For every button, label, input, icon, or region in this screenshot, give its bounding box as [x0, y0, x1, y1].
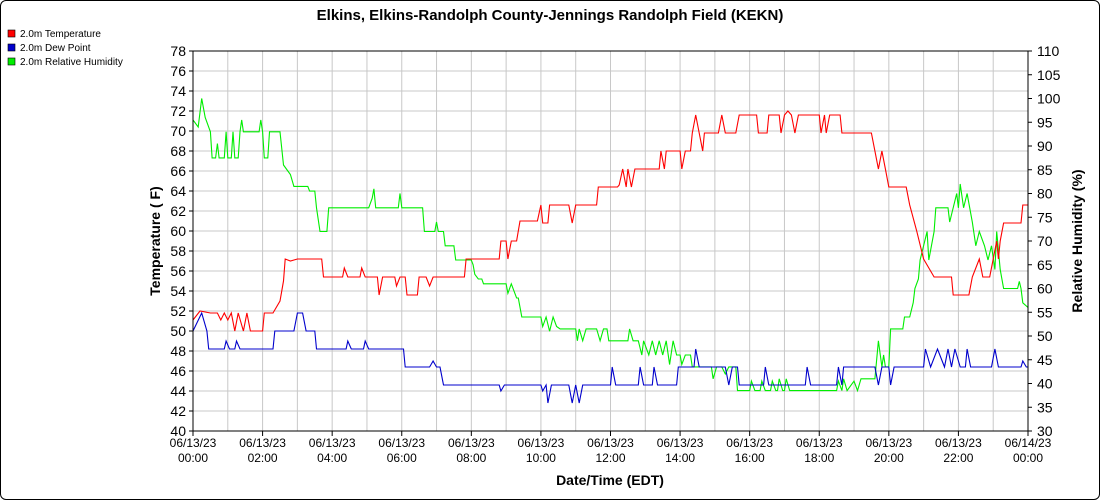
y-tick-label: 76 [170, 63, 186, 79]
x-tick-date: 06/13/23 [170, 436, 217, 450]
y-tick-label: 40 [170, 423, 186, 439]
y2-tick-label: 100 [1037, 91, 1061, 107]
x-tick-time: 00:00 [1013, 451, 1043, 465]
y-tick-label: 52 [170, 303, 186, 319]
x-tick-time: 00:00 [178, 451, 208, 465]
y2-tick-label: 35 [1037, 399, 1053, 415]
right-axis-ticks: 30 35 40 45 50 55 60 65 70 75 80 85 90 95 100 105 110 [1028, 43, 1061, 439]
y2-axis-title: Relative Humidity (%) [1069, 169, 1085, 312]
x-tick-time: 20:00 [874, 451, 904, 465]
y-tick-label: 48 [170, 343, 186, 359]
x-tick-time: 08:00 [456, 451, 486, 465]
x-tick-date: 06/13/23 [796, 436, 843, 450]
y-tick-label: 64 [170, 183, 186, 199]
x-tick-date: 06/13/23 [448, 436, 495, 450]
y2-tick-label: 90 [1037, 138, 1053, 154]
y-tick-label: 56 [170, 263, 186, 279]
legend: 2.0m Temperature 2.0m Dew Point 2.0m Rel… [7, 29, 123, 68]
y-tick-label: 46 [170, 363, 186, 379]
y-tick-label: 44 [170, 383, 186, 399]
y2-tick-label: 105 [1037, 67, 1061, 83]
x-tick-date: 06/13/23 [378, 436, 425, 450]
y2-tick-label: 45 [1037, 352, 1053, 368]
x-tick-time: 04:00 [317, 451, 347, 465]
x-tick-date: 06/13/23 [518, 436, 565, 450]
legend-label-temperature: 2.0m Temperature [20, 29, 101, 40]
x-tick-date: 06/13/23 [239, 436, 286, 450]
y-tick-label: 78 [170, 43, 186, 59]
legend-swatch-relative-humidity [7, 57, 16, 66]
y-tick-label: 54 [170, 283, 186, 299]
grid [192, 50, 1029, 432]
dew-point-line [192, 311, 1028, 404]
y2-tick-label: 55 [1037, 304, 1053, 320]
y-tick-label: 58 [170, 243, 186, 259]
x-tick-time: 02:00 [248, 451, 278, 465]
y-tick-label: 66 [170, 163, 186, 179]
x-axis-ticks: 06/13/2300:0006/13/2302:0006/13/2304:000… [170, 431, 1052, 465]
y2-tick-label: 30 [1037, 423, 1053, 439]
y2-tick-label: 65 [1037, 257, 1053, 273]
y-tick-label: 42 [170, 403, 186, 419]
x-tick-time: 18:00 [804, 451, 834, 465]
legend-swatch-temperature [7, 29, 16, 38]
y2-tick-label: 70 [1037, 233, 1053, 249]
y2-tick-label: 75 [1037, 209, 1053, 225]
y2-tick-label: 95 [1037, 114, 1053, 130]
x-tick-date: 06/13/23 [587, 436, 634, 450]
y-tick-label: 74 [170, 83, 186, 99]
x-tick-time: 12:00 [595, 451, 625, 465]
y-tick-label: 68 [170, 143, 186, 159]
x-tick-date: 06/13/23 [657, 436, 704, 450]
x-tick-time: 10:00 [526, 451, 556, 465]
y2-tick-label: 110 [1037, 43, 1060, 59]
x-tick-time: 22:00 [943, 451, 973, 465]
series-lines [192, 98, 1029, 404]
legend-swatch-dew-point [7, 43, 16, 52]
temperature-line [192, 110, 1028, 332]
x-tick-time: 14:00 [665, 451, 695, 465]
x-tick-date: 06/14/23 [1005, 436, 1052, 450]
chart-title: Elkins, Elkins-Randolph County-Jennings … [317, 7, 784, 24]
y-tick-label: 62 [170, 203, 186, 219]
y-tick-label: 50 [170, 323, 186, 339]
y2-tick-label: 85 [1037, 162, 1053, 178]
legend-label-relative-humidity: 2.0m Relative Humidity [20, 57, 123, 68]
x-tick-time: 06:00 [387, 451, 417, 465]
x-tick-date: 06/13/23 [726, 436, 773, 450]
y-tick-label: 72 [170, 103, 186, 119]
x-tick-date: 06/13/23 [309, 436, 356, 450]
y2-tick-label: 60 [1037, 281, 1053, 297]
y2-tick-label: 50 [1037, 328, 1053, 344]
left-axis-ticks: 40 42 44 46 48 50 52 54 56 58 60 62 64 66 68 70 72 74 76 78 [170, 43, 193, 439]
y-tick-label: 60 [170, 223, 186, 239]
x-tick-date: 06/13/23 [865, 436, 912, 450]
legend-label-dew-point: 2.0m Dew Point [20, 43, 91, 54]
x-axis-title: Date/Time (EDT) [556, 472, 664, 488]
y2-tick-label: 80 [1037, 186, 1053, 202]
y2-tick-label: 40 [1037, 376, 1053, 392]
y-tick-label: 70 [170, 123, 186, 139]
x-tick-time: 16:00 [735, 451, 765, 465]
relative-humidity-line [192, 98, 1029, 393]
x-tick-date: 06/13/23 [935, 436, 982, 450]
y-axis-title: Temperature ( F) [147, 186, 163, 295]
